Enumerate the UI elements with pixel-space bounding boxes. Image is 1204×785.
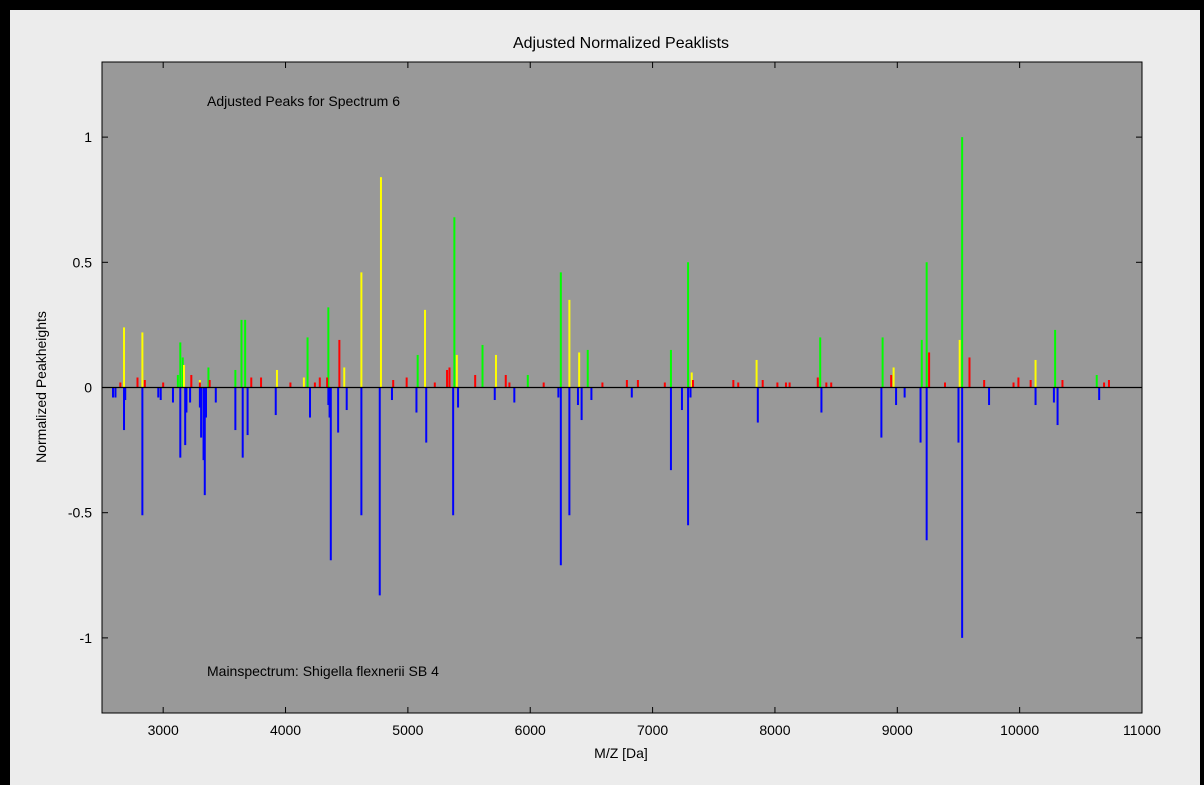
y-tick-label: 0.5 bbox=[73, 254, 93, 270]
x-tick-label: 7000 bbox=[637, 722, 668, 738]
y-tick-label: 1 bbox=[84, 129, 92, 145]
x-tick-label: 8000 bbox=[759, 722, 790, 738]
chart: Adjusted Normalized Peaklists 3000 4000 50… bbox=[33, 35, 1161, 761]
figure-window: Adjusted Normalized Peaklists 3000 4000 50… bbox=[10, 10, 1200, 785]
x-tick-label: 3000 bbox=[148, 722, 179, 738]
y-axis-label: Normalized Peakheights bbox=[33, 311, 49, 463]
chart-title: Adjusted Normalized Peaklists bbox=[513, 35, 729, 52]
x-axis-ticks: 3000 4000 5000 6000 7000 8000 9000 10000 11000 bbox=[148, 62, 1161, 738]
y-tick-label: -1 bbox=[80, 630, 93, 646]
y-axis-ticks: 1 0.5 0 -0.5 -1 bbox=[68, 129, 1142, 646]
y-tick-label: -0.5 bbox=[68, 505, 92, 521]
x-tick-label: 6000 bbox=[515, 722, 546, 738]
x-tick-label: 5000 bbox=[392, 722, 423, 738]
peak-bars bbox=[112, 137, 1110, 638]
x-tick-label: 9000 bbox=[882, 722, 913, 738]
y-tick-label: 0 bbox=[84, 380, 92, 396]
annotation-top: Adjusted Peaks for Spectrum 6 bbox=[207, 93, 400, 109]
x-tick-label: 4000 bbox=[270, 722, 301, 738]
x-tick-label: 10000 bbox=[1000, 722, 1039, 738]
x-axis-label: M/Z [Da] bbox=[594, 745, 648, 761]
x-tick-label: 11000 bbox=[1123, 722, 1161, 738]
annotation-bottom: Mainspectrum: Shigella flexnerii SB 4 bbox=[207, 663, 439, 679]
